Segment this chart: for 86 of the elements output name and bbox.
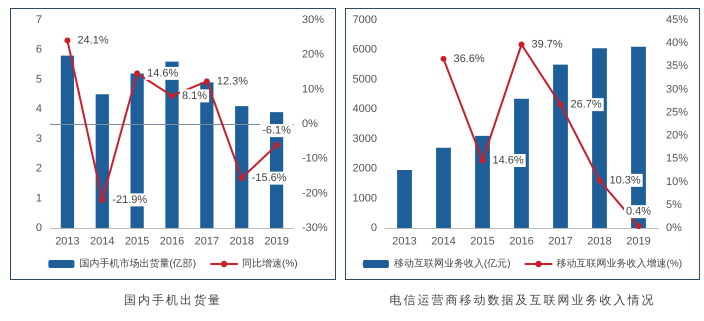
point — [274, 142, 280, 148]
text: 国内手机出货量 — [123, 292, 223, 309]
y2-tick-label: 30% — [666, 83, 688, 96]
data-label: 36.6% — [454, 52, 485, 65]
point — [238, 175, 245, 182]
y2-tick-label: 20% — [666, 130, 688, 142]
y2-tick-label: 0% — [302, 118, 318, 130]
y-tick-label: 4 — [36, 103, 42, 116]
x-tick-label: 2018 — [229, 236, 254, 248]
y-tick-label: 5 — [36, 73, 42, 86]
point — [64, 37, 70, 44]
y2-tick-label: 5% — [666, 198, 682, 211]
y-tick-label: 6000 — [352, 44, 377, 56]
point — [99, 196, 106, 203]
data-label: 10.3% — [610, 174, 641, 186]
data-label: 14.6% — [147, 67, 179, 80]
y2-tick-label: -30% — [302, 222, 328, 234]
point — [134, 70, 140, 76]
data-label: 14.6% — [492, 154, 524, 167]
x-tick-label: 2015 — [124, 236, 150, 248]
data-label: -15.6% — [252, 172, 287, 184]
x-tick-label: 2014 — [431, 236, 456, 248]
x-tick-label: 2016 — [160, 236, 184, 248]
y2-tick-label: 30% — [302, 14, 324, 26]
y-tick-label: 2 — [36, 162, 42, 175]
bar — [436, 148, 451, 228]
bar — [96, 94, 109, 228]
data-label: 26.7% — [570, 98, 602, 111]
text: 电信运营商移动数据及互联网业务收入情况 — [388, 292, 656, 309]
data-label: 24.1% — [77, 34, 109, 46]
bar — [397, 170, 412, 228]
y2-tick-label: -10% — [302, 152, 328, 165]
point — [636, 223, 642, 230]
bar — [235, 106, 248, 228]
bar — [60, 56, 74, 228]
data-label: 8.1% — [182, 90, 208, 102]
y2-tick-label: -20% — [302, 187, 328, 200]
y-tick-label: 4000 — [352, 103, 377, 116]
y2-tick-label: 45% — [666, 14, 688, 26]
point — [169, 92, 175, 99]
data-label: -21.9% — [112, 194, 148, 206]
x-tick-label: 2013 — [392, 236, 417, 248]
data-label: 0.4% — [626, 206, 652, 218]
point — [480, 158, 486, 164]
y2-tick-label: 20% — [302, 48, 324, 61]
point — [558, 102, 564, 108]
y-tick-label: 5000 — [352, 73, 377, 86]
y2-tick-label: 15% — [666, 152, 688, 165]
y-tick-label: 2000 — [352, 162, 377, 175]
y-tick-label: 0 — [370, 222, 377, 234]
y-tick-label: 3 — [36, 132, 42, 145]
y-tick-label: 3000 — [352, 132, 377, 145]
y-tick-label: 0 — [36, 222, 42, 234]
y-tick-label: 7000 — [352, 14, 377, 26]
bar — [553, 64, 568, 228]
data-label: -6.1% — [262, 124, 292, 137]
y2-tick-label: 35% — [666, 60, 688, 72]
x-tick-label: 2013 — [55, 236, 80, 248]
y-tick-label: 6 — [36, 44, 42, 56]
legend-label: 移动互联网业务收入(亿元) — [394, 258, 511, 270]
y2-tick-label: 0% — [666, 222, 682, 234]
x-tick-label: 2019 — [264, 236, 289, 248]
point — [440, 56, 446, 62]
y2-tick-label: 10% — [666, 176, 688, 188]
x-tick-label: 2017 — [548, 236, 573, 248]
legend-label: 移动互联网业务收入增速(%) — [556, 258, 682, 270]
y2-tick-label: 25% — [666, 106, 688, 118]
y-tick-label: 7 — [36, 14, 42, 26]
point — [596, 177, 602, 184]
legend-label: 国内手机市场出货量(亿部) — [79, 258, 196, 270]
bar — [475, 136, 490, 228]
legend-label: 同比增速(%) — [242, 258, 298, 270]
y-tick-label: 1000 — [352, 192, 377, 204]
x-tick-label: 2018 — [587, 236, 612, 248]
data-label: 12.3% — [216, 75, 248, 88]
x-tick-label: 2016 — [509, 236, 534, 248]
x-tick-label: 2019 — [626, 236, 651, 248]
point — [204, 78, 210, 84]
x-tick-label: 2015 — [470, 236, 495, 248]
data-label: 39.7% — [532, 38, 563, 50]
point — [518, 42, 524, 48]
y2-tick-label: 10% — [302, 83, 324, 96]
y-tick-label: 1 — [36, 192, 42, 204]
x-tick-label: 2017 — [194, 236, 220, 248]
x-tick-label: 2014 — [90, 236, 115, 248]
y2-tick-label: 40% — [666, 37, 688, 50]
